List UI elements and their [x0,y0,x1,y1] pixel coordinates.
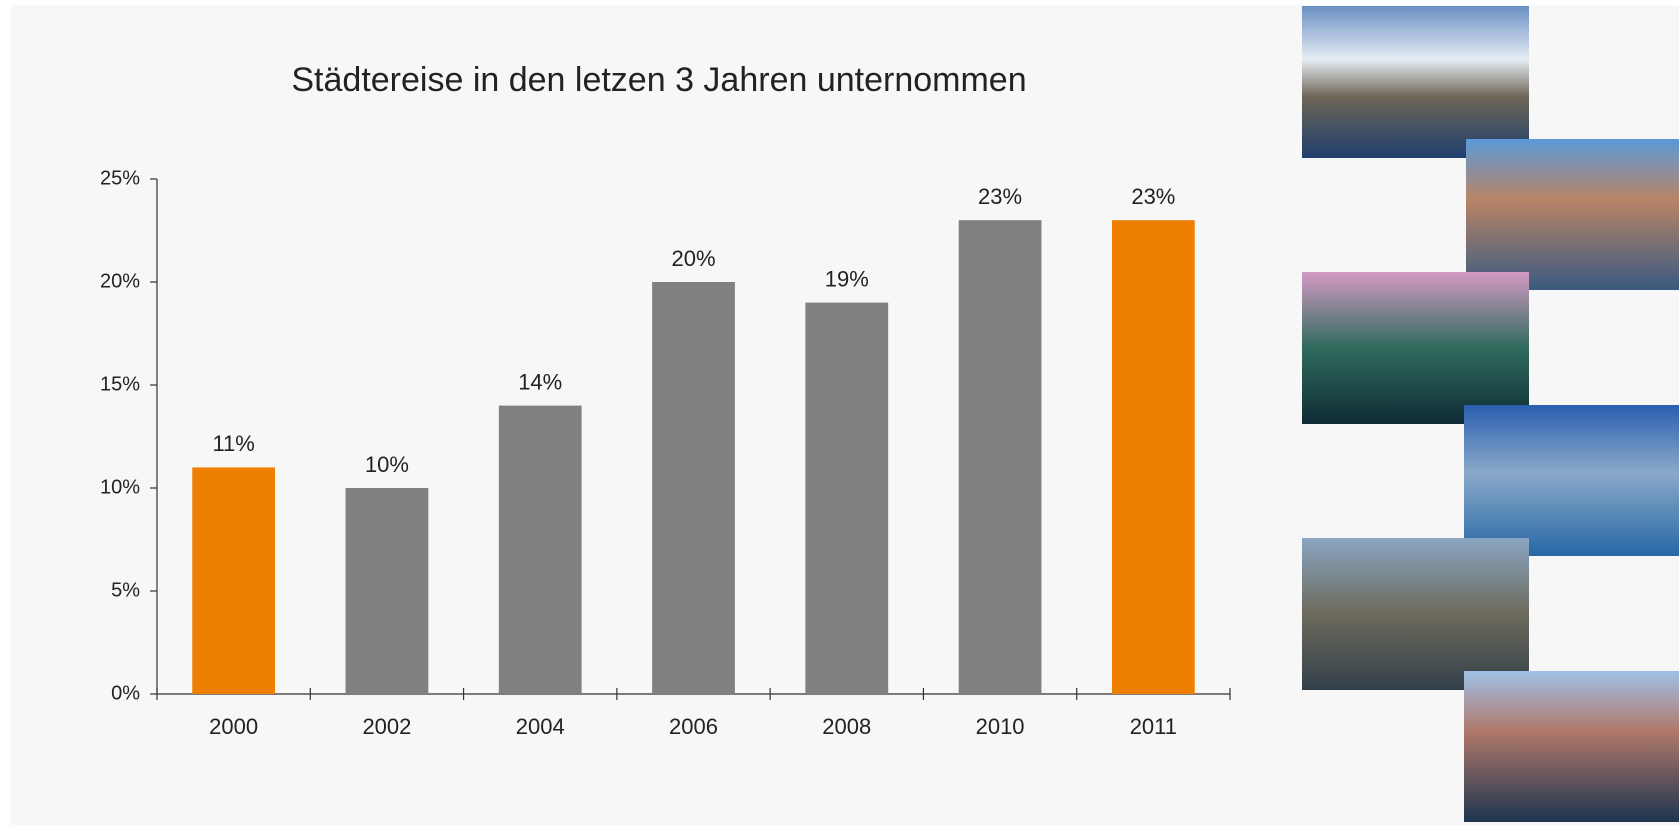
photo [1464,405,1679,556]
value-label: 14% [518,369,562,394]
y-tick-label: 0% [111,682,140,704]
photo [1464,671,1679,822]
bar [346,488,429,694]
chart-title: Städtereise in den letzen 3 Jahren unter… [291,61,1026,99]
y-tick-label: 25% [100,167,140,189]
photo [1466,139,1679,290]
photo [1302,6,1529,158]
x-tick-label: 2008 [822,714,871,739]
bar [1112,220,1195,694]
x-tick-label: 2002 [362,714,411,739]
photo [1302,538,1529,690]
value-label: 23% [1131,184,1175,209]
value-label: 19% [825,266,869,291]
photo [1302,272,1529,424]
x-tick-label: 2004 [516,714,565,739]
x-tick-label: 2000 [209,714,258,739]
x-tick-label: 2011 [1130,714,1177,739]
bar [192,467,275,694]
value-label: 23% [978,184,1022,209]
y-tick-label: 10% [100,476,140,498]
bar [499,406,582,694]
x-tick-label: 2006 [669,714,718,739]
page: Städtereise in den letzen 3 Jahren unter… [0,0,1679,825]
value-label: 11% [212,431,254,456]
y-tick-label: 20% [100,270,140,292]
bar [805,303,888,694]
bar [652,282,735,694]
x-tick-label: 2010 [976,714,1025,739]
value-label: 20% [671,246,715,271]
bar [959,220,1042,694]
chart: Städtereise in den letzen 3 Jahren unter… [0,0,1679,825]
y-tick-label: 5% [111,579,140,601]
value-label: 10% [365,452,409,477]
y-tick-label: 15% [100,373,140,395]
